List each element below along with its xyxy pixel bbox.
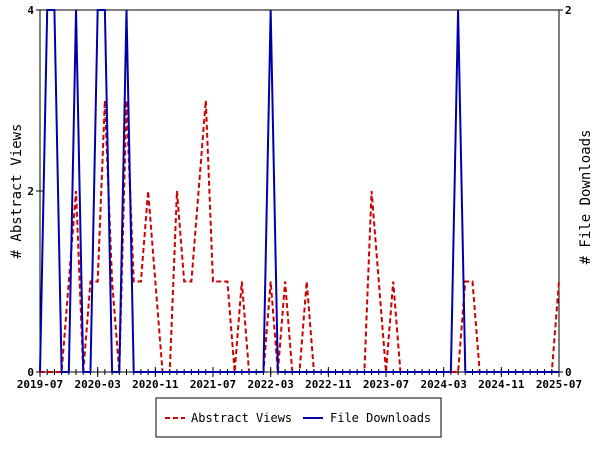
x-tick-label: 2024-03	[420, 378, 466, 391]
x-tick-label: 2023-07	[363, 378, 409, 391]
y-axis-left-title: # Abstract Views	[9, 124, 25, 259]
x-tick-label: 2024-11	[478, 378, 525, 391]
plot-frame	[39, 9, 560, 373]
series-layer	[39, 9, 560, 373]
x-tick-label: 2020-11	[132, 378, 179, 391]
x-tick-label: 2022-11	[305, 378, 352, 391]
x-axis: 2019-07 2020-03 2020-11 2021-07 2022-03 2022-…	[17, 367, 582, 391]
legend-label-abstract-views: Abstract Views	[191, 411, 292, 425]
y-left-tick-label: 2	[27, 185, 34, 198]
y-axis-right-title: # File Downloads	[578, 130, 594, 265]
series-line-abstract-views	[40, 100, 560, 373]
x-tick-label: 2022-03	[247, 378, 293, 391]
x-tick-label: 2020-03	[74, 378, 120, 391]
y-right-tick-label: 0	[565, 366, 572, 379]
y-left-tick-label: 0	[27, 366, 34, 379]
x-tick-label: 2025-07	[536, 378, 582, 391]
y-right-tick-label: 2	[565, 4, 572, 17]
legend-box	[155, 397, 442, 438]
x-tick-label: 2019-07	[17, 378, 63, 391]
plot-area	[39, 9, 560, 373]
legend-label-file-downloads: File Downloads	[330, 411, 431, 425]
series-line-file-downloads	[39, 9, 559, 373]
y-axis-right: 02	[555, 4, 572, 379]
y-left-tick-label: 4	[27, 4, 34, 17]
legend: Abstract Views File Downloads	[155, 397, 442, 438]
x-tick-label: 2021-07	[190, 378, 236, 391]
